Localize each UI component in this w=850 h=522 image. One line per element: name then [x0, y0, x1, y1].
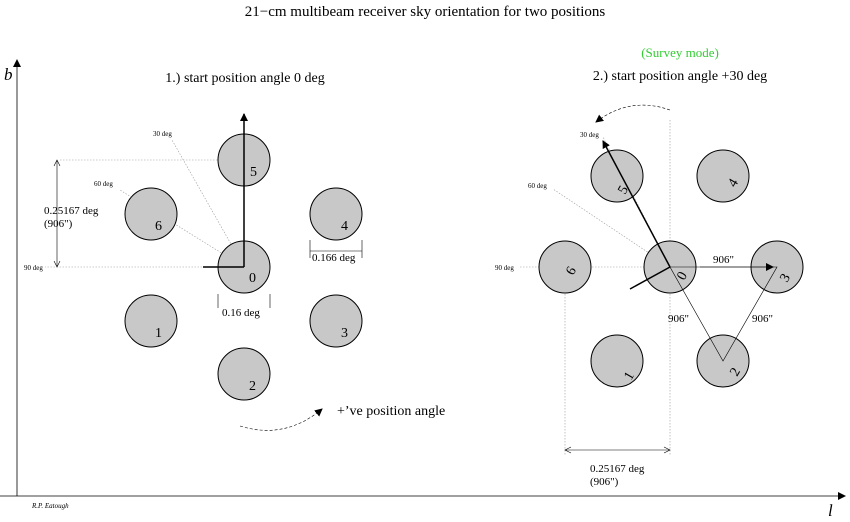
p2-beam-1	[590, 334, 644, 388]
beam-4-label: 4	[341, 219, 348, 234]
p2-dimension-arrow-right	[663, 446, 671, 454]
separation-top-label: 906"	[713, 254, 734, 266]
l-axis-label: l	[828, 501, 833, 520]
p2-beam-6	[538, 240, 592, 294]
beam-6-label: 6	[155, 219, 162, 234]
p2-orientation-baseline	[629, 266, 671, 290]
angle-30-label: 30 deg	[153, 130, 172, 138]
beam-0-label: 0	[249, 271, 256, 286]
p2-guide-60deg-line	[552, 188, 671, 268]
angle-90-label: 90 deg	[24, 264, 43, 272]
beam-1-label: 1	[155, 326, 162, 341]
dimension-arrow-down	[53, 260, 61, 268]
beam-6	[124, 187, 178, 241]
spacing-deg-label: 0.25167 deg	[44, 205, 99, 217]
center-offset-label: 0.16 deg	[222, 307, 260, 319]
beam-1	[124, 294, 178, 348]
spacing-arcsec-label: (906")	[44, 218, 73, 230]
p2-spacing-arcsec-label: (906")	[590, 476, 619, 488]
panel-1: 1.) start position angle 0 deg 30 deg 60…	[24, 71, 445, 431]
diagram-title: 21−cm multibeam receiver sky orientation…	[245, 4, 606, 20]
p2-beam-4	[696, 149, 750, 203]
beam-3	[309, 294, 363, 348]
p2-dimension-arrow-left	[564, 446, 572, 454]
rotation-label: +’ve position angle	[337, 404, 445, 419]
author-credit: R.P. Eatough	[31, 502, 69, 510]
panel-2-heading: 2.) start position angle +30 deg	[593, 69, 767, 84]
panel-2: (Survey mode) 2.) start position angle +…	[495, 45, 804, 488]
panel-1-heading: 1.) start position angle 0 deg	[165, 71, 324, 86]
beam-2	[217, 347, 271, 401]
beam-2-label: 2	[249, 379, 256, 394]
p2-beam-5	[590, 149, 644, 203]
p2-rotation-arrow	[595, 104, 671, 123]
beam-3-label: 3	[341, 326, 348, 341]
separation-right-label: 906"	[752, 313, 773, 325]
p2-angle-60-label: 60 deg	[528, 182, 547, 190]
survey-mode-label: (Survey mode)	[641, 45, 719, 60]
beam-width-label: 0.166 deg	[312, 252, 356, 264]
beam-5-label: 5	[250, 165, 257, 180]
p2-angle-90-label: 90 deg	[495, 264, 514, 272]
b-axis-label: b	[4, 65, 13, 84]
p2-spacing-deg-label: 0.25167 deg	[590, 463, 645, 475]
angle-60-label: 60 deg	[94, 180, 113, 188]
rotation-arrow	[239, 408, 323, 431]
p2-angle-30-label: 30 deg	[580, 131, 599, 139]
separation-left-label: 906"	[668, 313, 689, 325]
p2-orientation-arrow	[602, 140, 671, 268]
dimension-arrow-up	[53, 159, 61, 167]
beam-4	[309, 187, 363, 241]
